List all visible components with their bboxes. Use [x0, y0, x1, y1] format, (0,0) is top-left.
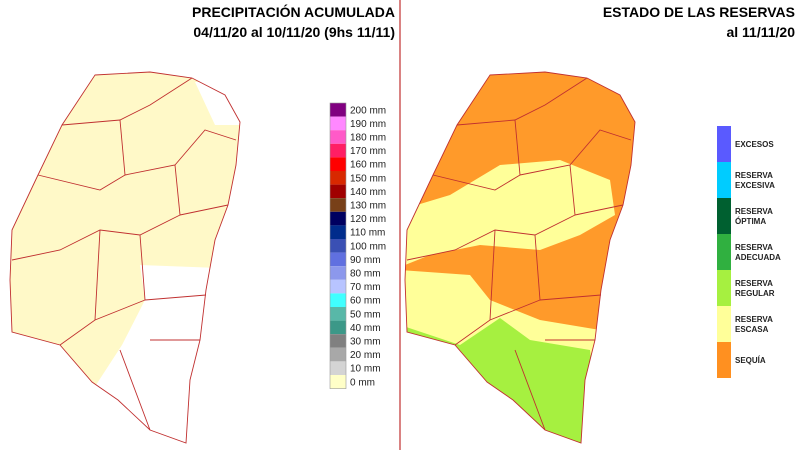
legend-swatch — [330, 252, 346, 267]
legend-swatch — [330, 375, 346, 389]
legend-swatch — [330, 320, 346, 335]
legend-label: RESERVA — [735, 171, 773, 180]
department-borders — [406, 77, 632, 431]
legend-label: 50 mm — [350, 309, 381, 320]
legend-swatch — [717, 198, 731, 234]
legend-frame — [329, 102, 347, 389]
legend-label: 160 mm — [350, 160, 386, 171]
legend-label: 30 mm — [350, 337, 381, 348]
left-map-fill — [10, 72, 240, 443]
legend-label: 200 mm — [350, 105, 386, 116]
legend-swatch — [330, 198, 346, 212]
legend-swatch — [330, 347, 346, 362]
department-borders — [11, 77, 237, 431]
legend-label: 20 mm — [350, 350, 381, 361]
legend-label: 70 mm — [350, 282, 381, 293]
legend-swatch — [717, 270, 731, 306]
legend-label: 140 mm — [350, 187, 386, 198]
legend-swatch — [330, 334, 346, 348]
legend-label: RESERVA — [735, 207, 773, 216]
left-map — [9, 71, 241, 444]
legend-swatch — [330, 211, 346, 226]
legend-label: 170 mm — [350, 146, 386, 157]
legend-swatch — [717, 306, 731, 342]
legend-label: 40 mm — [350, 323, 381, 334]
legend-swatch — [717, 126, 731, 162]
legend-label: 90 mm — [350, 255, 381, 266]
legend-swatch — [330, 116, 346, 131]
legend-label: ÓPTIMA — [735, 217, 766, 226]
legend-swatch — [330, 307, 346, 321]
legend-label: EXCESIVA — [735, 181, 775, 190]
legend-label: EXCESOS — [735, 140, 774, 149]
legend-label: ESCASA — [735, 325, 769, 334]
legend-label: 100 mm — [350, 241, 386, 252]
left-subtitle: 04/11/20 al 10/11/20 (9hs 11/11) — [193, 24, 395, 40]
legend-label: 60 mm — [350, 296, 381, 307]
legend-swatch — [330, 143, 346, 158]
right-subtitle: al 11/11/20 — [726, 24, 795, 40]
legend-label: 130 mm — [350, 201, 386, 212]
legend-label: 80 mm — [350, 269, 381, 280]
left-legend: 200 mm 190 mm 180 mm 170 mm 160 mm 150 mm 140 … — [329, 102, 386, 389]
legend-swatch — [330, 171, 346, 185]
right-map — [404, 71, 636, 444]
left-title: PRECIPITACIÓN ACUMULADA — [192, 3, 395, 20]
legend-swatch — [330, 293, 346, 307]
right-legend: EXCESOSRESERVAEXCESIVARESERVAÓPTIMARESER… — [717, 126, 781, 378]
legend-label: 0 mm — [350, 377, 375, 388]
legend-label: SEQUÍA — [735, 356, 766, 365]
legend-label: REGULAR — [735, 289, 775, 298]
legend-swatch — [330, 130, 346, 144]
legend-label: 110 mm — [350, 228, 385, 239]
legend-swatch — [330, 103, 346, 117]
legend-swatch — [330, 225, 346, 239]
legend-label: 150 mm — [350, 173, 386, 184]
legend-label: 190 mm — [350, 119, 386, 130]
legend-swatch — [717, 234, 731, 270]
legend-label: RESERVA — [735, 243, 773, 252]
no-rain-area — [96, 265, 218, 443]
right-map-fill — [405, 72, 635, 443]
legend-swatch — [330, 279, 346, 294]
legend-label: ADECUADA — [735, 253, 781, 262]
legend-label: 120 mm — [350, 214, 386, 225]
legend-label: 10 mm — [350, 364, 381, 375]
legend-swatch — [717, 162, 731, 198]
scarce-area — [405, 160, 615, 265]
right-title: ESTADO DE LAS RESERVAS — [603, 4, 795, 20]
legend-swatch — [330, 157, 346, 171]
legend-label: RESERVA — [735, 279, 773, 288]
legend-label: 180 mm — [350, 133, 386, 144]
legend-swatch — [717, 342, 731, 378]
legend-swatch — [330, 184, 346, 199]
legend-swatch — [330, 361, 346, 375]
legend-swatch — [330, 239, 346, 253]
legend-label: RESERVA — [735, 315, 773, 324]
legend-swatch — [330, 266, 346, 280]
